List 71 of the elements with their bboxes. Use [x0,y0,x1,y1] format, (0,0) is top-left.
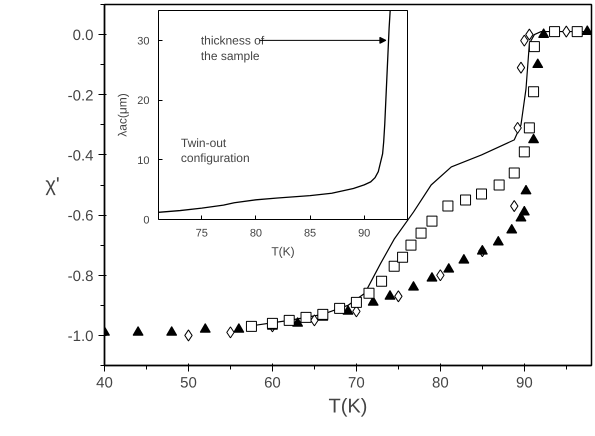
x-tick-label: 70 [348,374,365,392]
point [166,326,178,336]
point [226,326,235,338]
point [443,262,454,273]
x-tick-label: 75 [196,228,208,240]
point [384,290,396,300]
point [492,236,504,246]
x-axis-title: T(K) [328,396,368,418]
x-axis-title: T(K) [271,244,295,258]
point [520,184,532,194]
y-tick-label: 30 [137,35,150,48]
point [292,317,304,327]
point [518,206,530,216]
point [506,224,518,234]
point [300,312,312,323]
point [426,272,438,282]
point [532,58,544,68]
point [549,26,560,38]
y-tick-label: -0.8 [68,268,94,285]
point [246,320,257,332]
y-tick-label: -1.0 [68,328,94,345]
x-tick-label: 40 [96,374,113,392]
point [516,62,526,74]
point [405,240,416,251]
point [528,41,540,52]
point [416,228,427,239]
y-tick-label: -0.6 [68,208,94,225]
point [200,323,211,333]
point [528,86,540,98]
y-tick-label: 0.0 [72,27,94,44]
point [266,318,278,329]
y-tick-label: -0.4 [68,147,94,164]
point [408,281,419,291]
point [233,323,244,333]
point [524,122,535,134]
point [334,302,346,314]
point [388,260,400,272]
y-tick-label: 0 [143,214,150,226]
x-tick-label: 50 [180,374,197,392]
point [426,216,438,227]
point [518,146,530,158]
point [317,308,328,320]
x-tick-label: 90 [358,228,370,240]
point [394,290,403,302]
point [458,254,470,264]
point [436,269,445,282]
point [184,329,193,342]
y-tick-label: 10 [137,154,150,167]
y-tick-label: -0.2 [68,87,94,104]
x-tick-label: 85 [304,228,316,240]
point [376,276,388,287]
point [572,26,583,38]
point [476,244,488,255]
point [525,28,534,41]
x-tick-label: 60 [264,374,281,392]
y-tick-label: 20 [137,95,150,108]
x-tick-label: 90 [516,374,533,392]
point [310,314,319,326]
y-axis-title: λac(μm) [115,93,130,137]
point [363,288,374,299]
x-tick-label: 80 [250,228,262,240]
point [132,326,144,336]
point [513,122,522,134]
point [528,134,540,144]
point [284,314,295,326]
annotation: thickness of the sample [200,34,265,64]
point [350,296,362,308]
y-axis-title: χ' [45,174,60,196]
annotation: Twin-out configuration [180,136,250,166]
x-tick-label: 80 [432,374,449,392]
point [397,252,408,263]
